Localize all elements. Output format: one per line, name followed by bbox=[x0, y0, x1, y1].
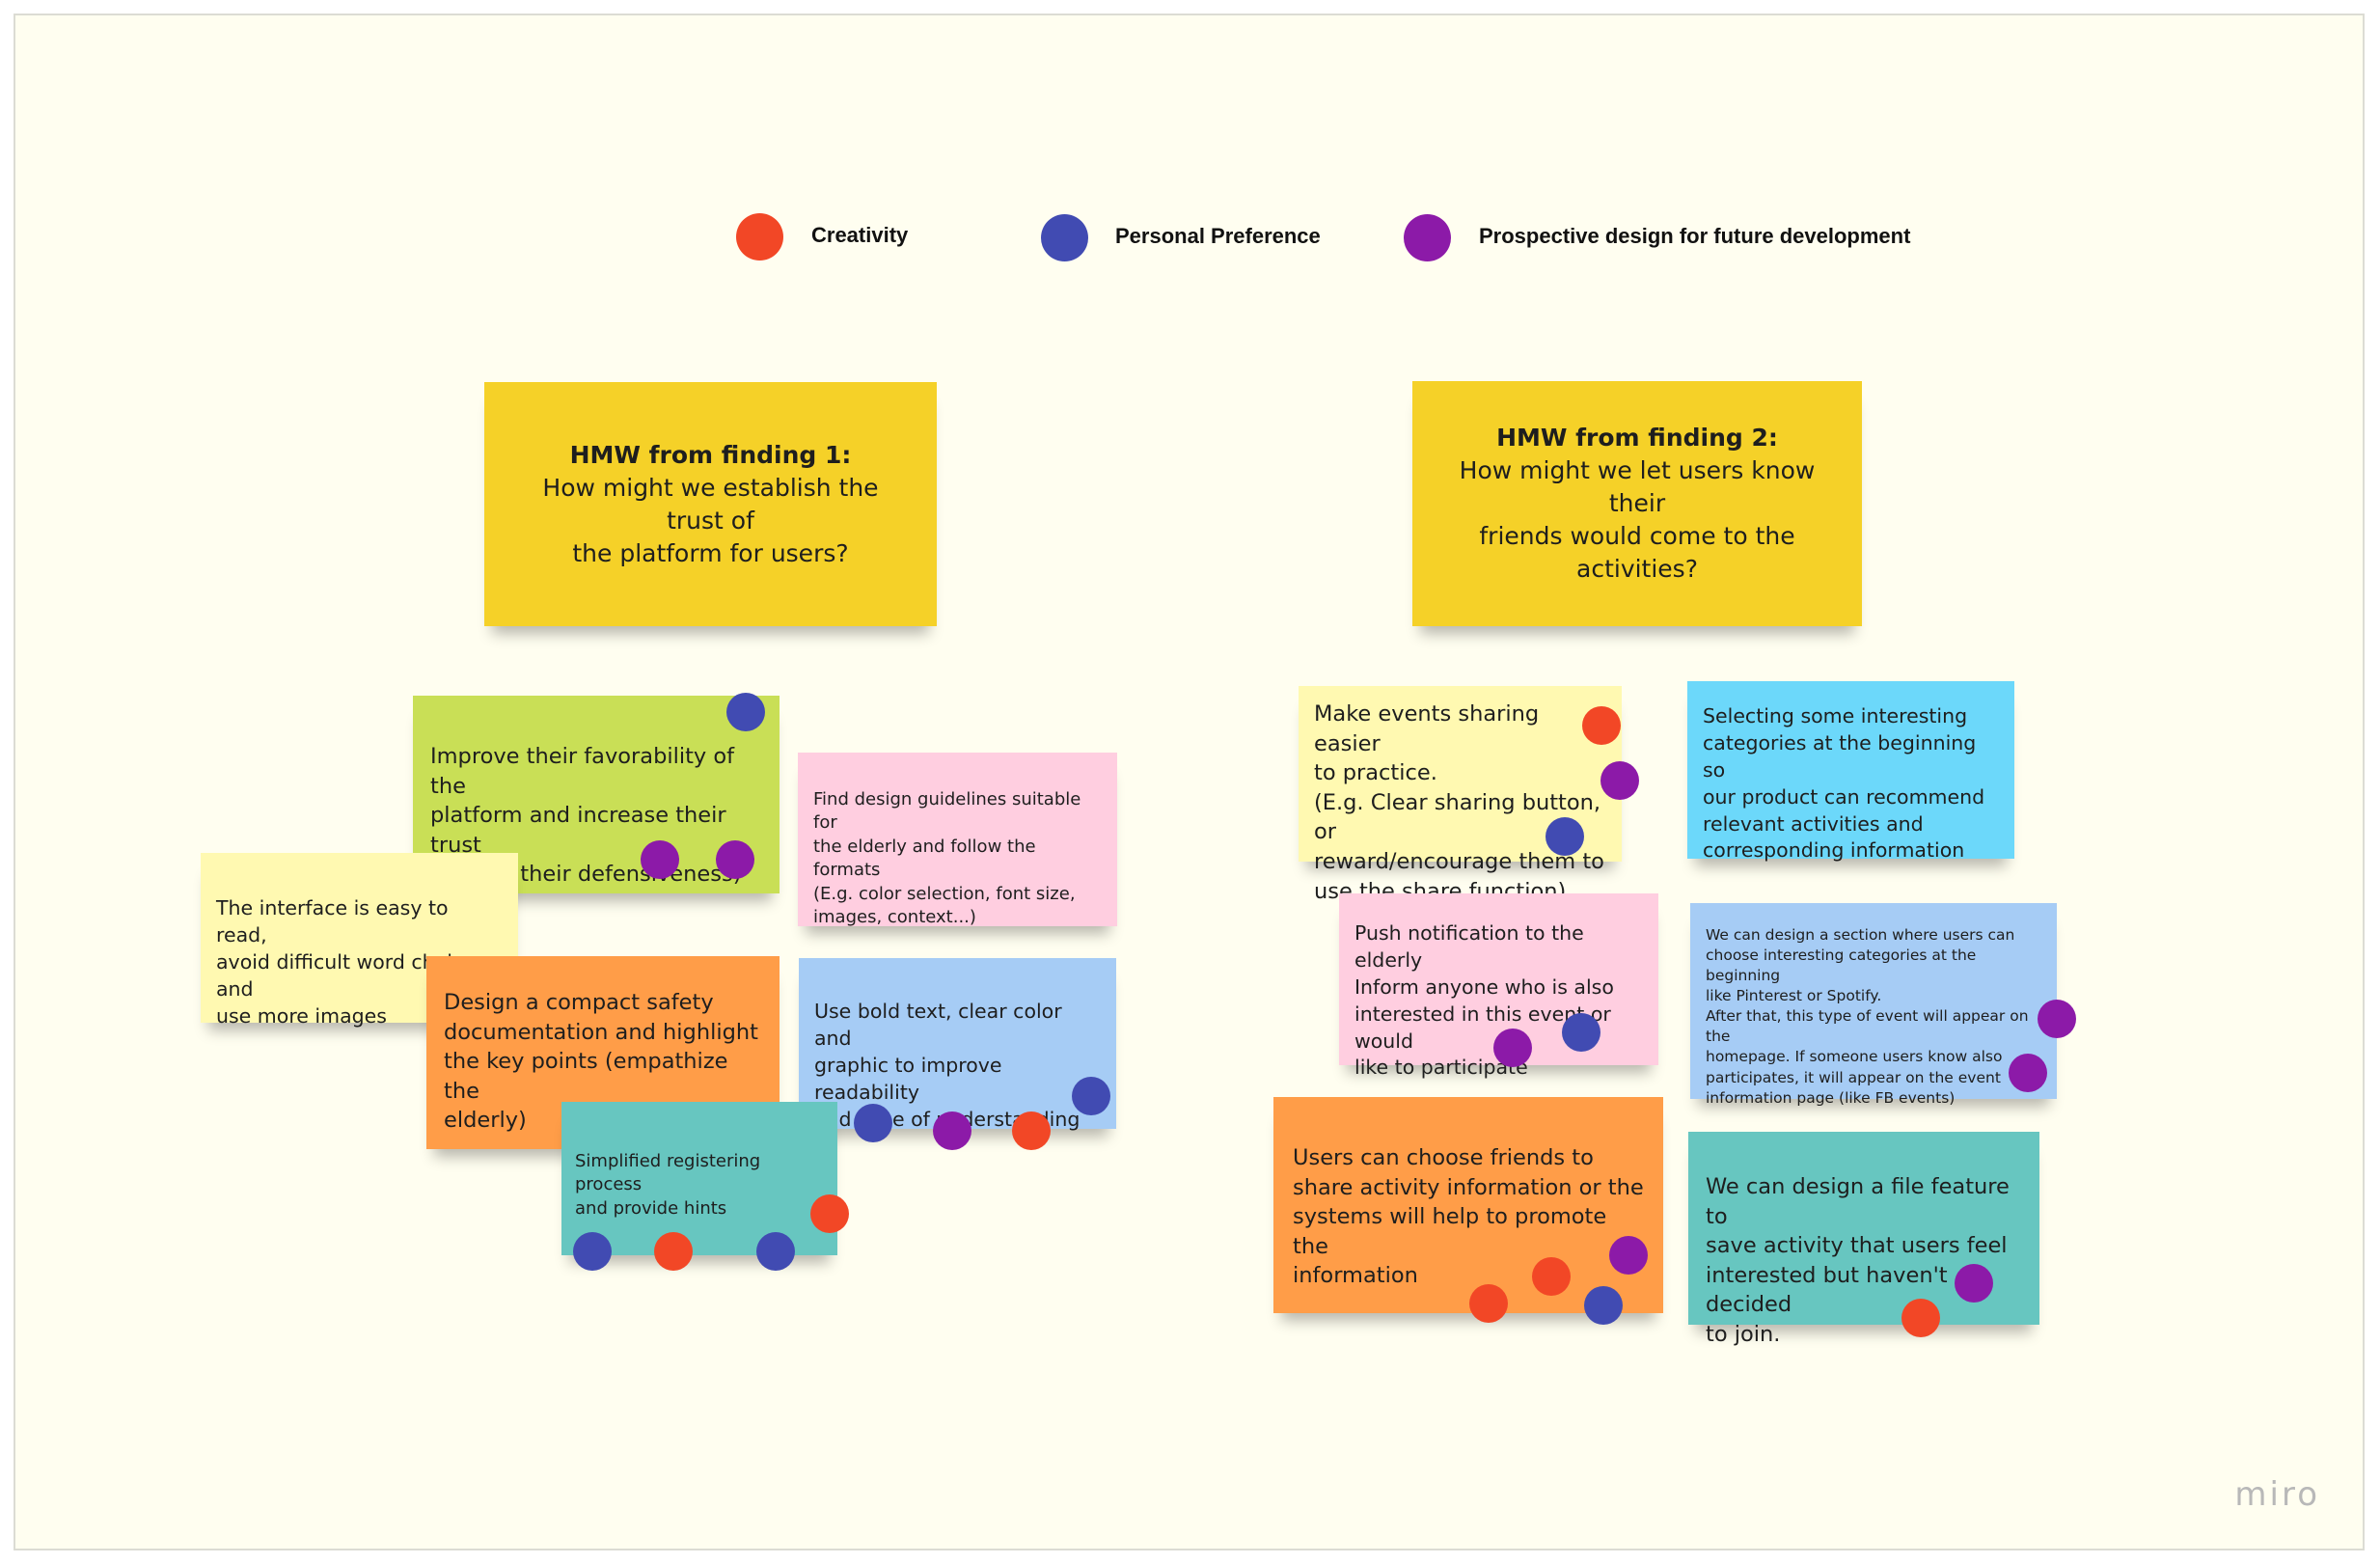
vote-dot-creativity[interactable] bbox=[1012, 1111, 1051, 1150]
sticky-note-choose-friends-text: Users can choose friends to share activi… bbox=[1293, 1145, 1644, 1289]
sticky-note-section[interactable]: We can design a section where users can … bbox=[1690, 903, 2057, 1107]
vote-dot-creativity[interactable] bbox=[654, 1232, 693, 1271]
vote-dot-prospective-design[interactable] bbox=[1609, 1236, 1648, 1275]
sticky-note-registering[interactable]: Simplified registering process and provi… bbox=[561, 1102, 837, 1255]
vote-dot-prospective-design[interactable] bbox=[2038, 1000, 2076, 1038]
hmw-finding-2-question: How might we let users know their friend… bbox=[1459, 456, 1816, 583]
sticky-note-bold-text[interactable]: Use bold text, clear color and graphic t… bbox=[799, 958, 1116, 1131]
hmw-finding-2-heading: HMW from finding 2: bbox=[1496, 424, 1778, 452]
vote-dot-prospective-design[interactable] bbox=[716, 840, 754, 879]
sticky-note-categories[interactable]: Selecting some interesting categories at… bbox=[1687, 681, 2014, 862]
sticky-note-easy-read-text: The interface is easy to read, avoid dif… bbox=[216, 896, 481, 1028]
vote-dot-prospective-design[interactable] bbox=[1600, 761, 1639, 800]
sticky-note-choose-friends[interactable]: Users can choose friends to share activi… bbox=[1273, 1097, 1663, 1313]
miro-logo: miro bbox=[2234, 1475, 2320, 1514]
legend-personal-preference-dot bbox=[1041, 214, 1088, 261]
vote-dot-personal-preference[interactable] bbox=[1584, 1286, 1623, 1325]
legend-prospective-design-dot bbox=[1404, 214, 1451, 261]
legend-creativity-label: Creativity bbox=[811, 223, 909, 247]
sticky-note-registering-text: Simplified registering process and provi… bbox=[575, 1151, 761, 1219]
vote-dot-personal-preference[interactable] bbox=[726, 693, 765, 731]
vote-dot-personal-preference[interactable] bbox=[854, 1104, 892, 1142]
whiteboard-canvas[interactable]: Creativity Personal Preference Prospecti… bbox=[14, 14, 2365, 1550]
sticky-note-file-feature-text: We can design a file feature to save act… bbox=[1706, 1174, 2010, 1347]
vote-dot-prospective-design[interactable] bbox=[641, 840, 679, 879]
sticky-note-bold-text-text: Use bold text, clear color and graphic t… bbox=[814, 1000, 1081, 1131]
sticky-note-safety-doc-text: Design a compact safety documentation an… bbox=[444, 990, 758, 1134]
vote-dot-prospective-design[interactable] bbox=[1493, 1029, 1532, 1067]
legend-prospective-design-label: Prospective design for future developmen… bbox=[1479, 224, 1911, 248]
vote-dot-creativity[interactable] bbox=[1532, 1257, 1571, 1296]
sticky-note-section-text: We can design a section where users can … bbox=[1706, 926, 2029, 1107]
hmw-finding-1-question: How might we establish the trust of the … bbox=[542, 473, 879, 567]
vote-dot-creativity[interactable] bbox=[810, 1194, 849, 1233]
hmw-finding-1-note[interactable]: HMW from finding 1: How might we establi… bbox=[484, 382, 937, 626]
sticky-note-guidelines-text: Find design guidelines suitable for the … bbox=[813, 789, 1081, 928]
sticky-note-categories-text: Selecting some interesting categories at… bbox=[1703, 704, 1985, 863]
vote-dot-personal-preference[interactable] bbox=[1546, 817, 1584, 856]
legend-creativity-dot bbox=[736, 213, 783, 261]
sticky-note-guidelines[interactable]: Find design guidelines suitable for the … bbox=[798, 753, 1117, 927]
vote-dot-personal-preference[interactable] bbox=[1562, 1013, 1600, 1052]
vote-dot-prospective-design[interactable] bbox=[1955, 1264, 1993, 1303]
vote-dot-personal-preference[interactable] bbox=[573, 1232, 612, 1271]
vote-dot-prospective-design[interactable] bbox=[933, 1111, 971, 1150]
vote-dot-personal-preference[interactable] bbox=[1072, 1077, 1110, 1115]
vote-dot-creativity[interactable] bbox=[1901, 1299, 1940, 1337]
vote-dot-personal-preference[interactable] bbox=[756, 1232, 795, 1271]
vote-dot-creativity[interactable] bbox=[1469, 1284, 1508, 1323]
hmw-finding-2-note[interactable]: HMW from finding 2: How might we let use… bbox=[1412, 381, 1862, 626]
legend-personal-preference-label: Personal Preference bbox=[1115, 224, 1321, 248]
vote-dot-prospective-design[interactable] bbox=[2009, 1054, 2047, 1092]
vote-dot-creativity[interactable] bbox=[1582, 706, 1621, 745]
hmw-finding-1-heading: HMW from finding 1: bbox=[569, 440, 852, 469]
sticky-note-sharing-text: Make events sharing easier to practice. … bbox=[1314, 701, 1604, 904]
